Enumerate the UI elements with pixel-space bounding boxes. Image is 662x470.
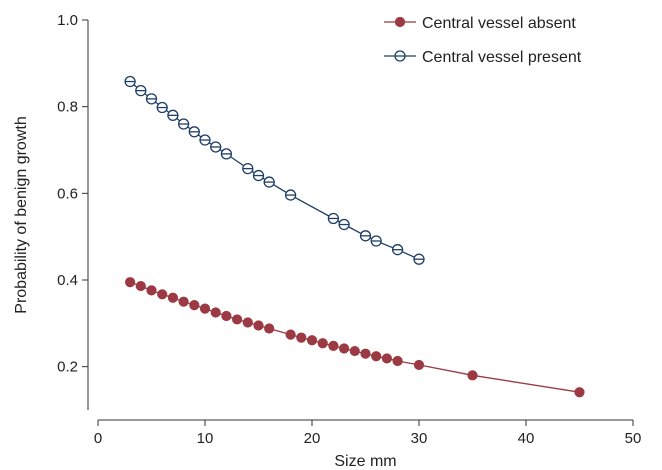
y-tick-label: 0.8 xyxy=(57,99,78,116)
y-tick-label: 0.6 xyxy=(57,185,78,202)
data-point xyxy=(146,285,157,296)
data-point xyxy=(263,176,275,188)
data-point xyxy=(391,244,404,256)
data-point xyxy=(381,353,392,364)
data-point xyxy=(339,343,350,354)
series-line xyxy=(129,281,580,393)
legend-label: Central vessel absent xyxy=(422,15,576,32)
data-point xyxy=(221,310,232,322)
x-tick-label: 0 xyxy=(94,430,102,447)
y-tick-label: 0.2 xyxy=(57,359,78,376)
data-point xyxy=(284,189,297,201)
data-point xyxy=(199,134,211,146)
data-point xyxy=(178,296,189,307)
x-axis-title: Size mm xyxy=(334,453,396,470)
data-point xyxy=(327,212,340,225)
data-point xyxy=(167,292,178,303)
data-point xyxy=(253,320,264,331)
data-point xyxy=(371,351,382,362)
data-point xyxy=(210,307,221,318)
data-point xyxy=(210,141,222,153)
data-point xyxy=(199,303,211,314)
x-tick-label: 40 xyxy=(518,430,535,447)
x-tick-label: 20 xyxy=(304,430,321,447)
series-layer xyxy=(124,75,585,398)
data-point xyxy=(328,340,339,351)
x-tick-label: 30 xyxy=(411,430,428,447)
data-point xyxy=(467,370,478,381)
data-point xyxy=(232,314,243,325)
data-point xyxy=(242,317,253,328)
series-line xyxy=(129,81,420,260)
data-point xyxy=(157,289,168,300)
legend-marker xyxy=(394,50,406,62)
data-point xyxy=(349,345,360,357)
y-axis-title: Probability of benign growth xyxy=(13,116,30,313)
data-point xyxy=(317,338,328,349)
data-point xyxy=(124,75,136,88)
data-point xyxy=(252,169,265,182)
data-point xyxy=(574,387,585,398)
data-point xyxy=(220,148,233,160)
legend-item: Central vessel absent xyxy=(384,15,576,32)
data-point xyxy=(285,329,296,340)
legend-marker xyxy=(394,16,406,28)
data-point xyxy=(145,93,158,105)
data-point xyxy=(264,323,275,334)
data-point xyxy=(135,280,146,292)
data-point xyxy=(338,218,350,231)
data-point xyxy=(360,348,371,359)
series-central-vessel-present xyxy=(124,75,425,265)
axes: 0.2 0.4 0.6 0.8 1.0 0 10 20 30 40 50 xyxy=(57,12,641,447)
data-point xyxy=(306,335,318,346)
data-point xyxy=(370,235,382,247)
data-point xyxy=(177,118,190,130)
data-point xyxy=(242,162,254,175)
data-point xyxy=(359,230,372,242)
data-point xyxy=(413,359,425,371)
data-point xyxy=(135,84,147,97)
series-central-vessel-absent xyxy=(125,277,585,398)
data-point xyxy=(167,109,179,121)
legend-label: Central vessel present xyxy=(422,49,582,66)
data-point xyxy=(125,277,136,288)
data-point xyxy=(392,355,403,367)
data-point xyxy=(413,253,425,265)
data-point xyxy=(189,300,200,311)
x-tick-label: 10 xyxy=(197,430,214,447)
legend: Central vessel absent Central vessel pres… xyxy=(384,15,582,66)
x-tick-label: 50 xyxy=(625,430,642,447)
y-tick-label: 0.4 xyxy=(57,272,78,289)
data-point xyxy=(156,101,168,114)
y-tick-label: 1.0 xyxy=(57,12,78,29)
data-point xyxy=(296,332,307,343)
data-point xyxy=(188,126,200,138)
legend-item: Central vessel present xyxy=(384,49,582,66)
